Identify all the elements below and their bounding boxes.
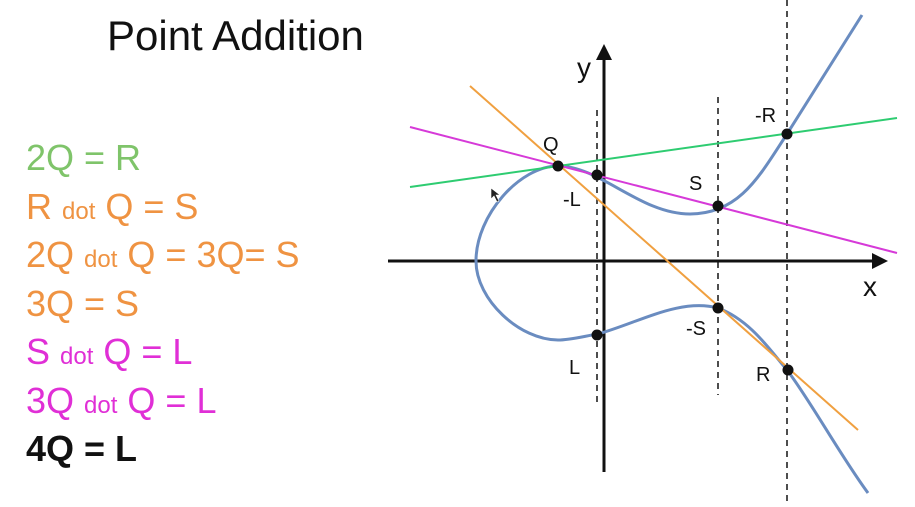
point-label-s: S <box>689 173 702 195</box>
equation-text: 2Q <box>26 234 85 275</box>
point-label-q: Q <box>543 134 559 156</box>
equation-text: Q = L <box>117 379 217 421</box>
point-label-neg-r: -R <box>755 105 776 127</box>
equation-text: 3Q <box>26 379 85 421</box>
equation-operator: dot <box>84 246 118 273</box>
equation-text: 4Q = L <box>26 428 138 469</box>
curve-lower-branch <box>474 260 870 494</box>
equation-operator: dot <box>84 391 118 419</box>
equation-text: 3Q = S <box>26 282 140 324</box>
tangent-line-green <box>409 117 898 188</box>
equation-text: Q = 3Q= S <box>117 234 300 275</box>
mouse-cursor-icon <box>490 187 501 203</box>
equation-line: 2Q dot Q = 3Q= S <box>26 233 300 282</box>
y-axis-arrow-icon <box>596 44 612 60</box>
x-axis-label: x <box>863 271 877 302</box>
equation-line: R dot Q = S <box>26 185 300 234</box>
point-s <box>712 200 724 212</box>
point-neg-s <box>712 302 724 314</box>
point-label-neg-s: -S <box>686 318 706 340</box>
equation-line: S dot Q = L <box>26 330 300 379</box>
secant-line-orange <box>469 85 859 431</box>
equation-text: 2Q = R <box>26 137 142 178</box>
point-label-r: R <box>756 364 770 386</box>
point-label-neg-l: -L <box>563 189 581 211</box>
point-r <box>782 364 794 376</box>
equation-text: Q = S <box>95 185 199 227</box>
point-label-l: L <box>569 357 580 379</box>
equation-text: S <box>26 331 61 372</box>
point-neg-l <box>591 169 603 181</box>
equation-line: 2Q = R <box>26 136 300 185</box>
equation-line: 4Q = L <box>26 427 300 476</box>
secant-line-magenta <box>409 126 898 254</box>
equation-line: 3Q dot Q = L <box>26 379 300 428</box>
equation-line: 3Q = S <box>26 282 300 331</box>
page-title: Point Addition <box>107 12 364 59</box>
point-neg-r <box>781 128 793 140</box>
equation-text: R <box>26 185 62 227</box>
x-axis-arrow-icon <box>872 253 888 269</box>
point-l <box>591 329 603 341</box>
equation-operator: dot <box>60 343 94 370</box>
equation-operator: dot <box>62 197 96 225</box>
curve-upper-branch <box>474 14 864 262</box>
y-axis-label: y <box>577 52 591 83</box>
equation-text: Q = L <box>93 331 193 372</box>
point-q <box>552 160 564 172</box>
